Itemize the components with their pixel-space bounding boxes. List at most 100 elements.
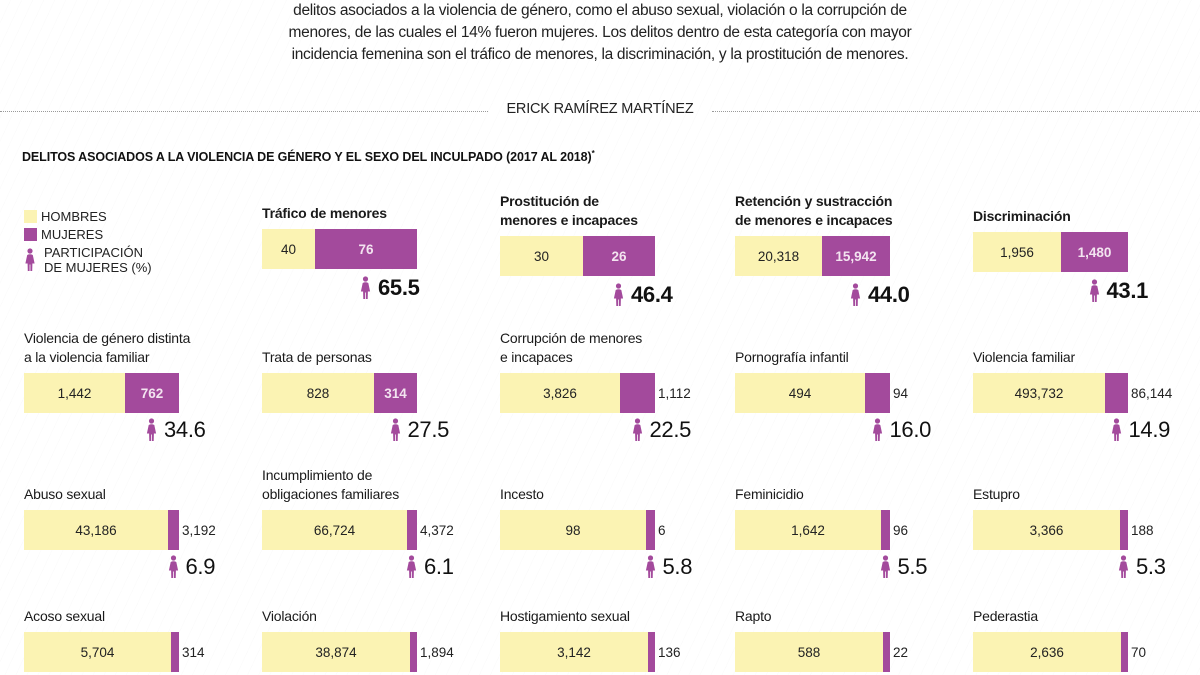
value-label-hombres: 1,442 (57, 385, 92, 401)
outside-label-wrap: 3,192 (179, 510, 216, 550)
participation-readout: 34.6 (145, 417, 206, 443)
bar-segment-mujeres: 762 (125, 373, 179, 413)
value-label-mujeres: 314 (182, 644, 205, 660)
bar-segment-hombres: 5,704 (24, 632, 171, 672)
outside-label-wrap: 1,112 (655, 373, 691, 413)
value-label-hombres: 1,642 (791, 522, 825, 538)
bar-segment-mujeres: 314 (374, 373, 417, 413)
crime-title: Pornografía infantil (735, 348, 849, 367)
bar-segment-mujeres (1121, 632, 1128, 672)
crime-title-line: Violencia de género distinta (24, 330, 191, 346)
legend-item-mujeres: MUJERES (24, 225, 152, 243)
bar-segment-mujeres (881, 510, 890, 550)
stacked-bar: 588 (735, 632, 890, 672)
legend-item-hombres: HOMBRES (24, 207, 152, 225)
woman-icon (1117, 555, 1136, 579)
value-label-mujeres: 70 (1131, 644, 1147, 660)
stacked-bar: 3,142 (500, 632, 655, 672)
stacked-bar: 3,826 (500, 373, 655, 413)
participation-value: 44.0 (868, 282, 910, 307)
participation-readout: 6.9 (167, 554, 216, 580)
legend-label-participacion-1: PARTICIPACIÓN (44, 245, 143, 260)
value-label-mujeres: 762 (140, 385, 164, 401)
outside-label-wrap: 1,894 (417, 632, 454, 672)
woman-icon (389, 418, 408, 442)
chart-title: DELITOS ASOCIADOS A LA VIOLENCIA DE GÉNE… (22, 149, 595, 164)
crime-title-line: Incumplimiento de (262, 467, 373, 483)
stacked-bar: 1,642 (735, 510, 890, 550)
participation-value: 65.5 (378, 275, 420, 300)
participation-readout: 5.3 (1117, 554, 1166, 580)
bar-segment-mujeres: 1,480 (1061, 232, 1128, 272)
crime-title: Tráfico de menores (262, 204, 387, 223)
value-label-mujeres: 86,144 (1131, 385, 1173, 401)
stacked-bar: 5,704 (24, 632, 179, 672)
value-label-hombres: 588 (797, 644, 821, 660)
crime-title: Violación (262, 607, 317, 626)
bar-segment-hombres: 588 (735, 632, 883, 672)
value-label-hombres: 40 (280, 241, 297, 257)
value-label-mujeres: 94 (893, 385, 909, 401)
intro-paragraph: delitos asociados a la violencia de géne… (200, 0, 1000, 66)
bar-segment-hombres: 828 (262, 373, 374, 413)
legend-label-participacion-2: DE MUJERES (%) (44, 260, 152, 275)
bar-segment-mujeres (620, 373, 655, 413)
participation-value: 5.8 (662, 554, 693, 579)
participation-readout: 5.8 (644, 554, 693, 580)
bar-segment-hombres: 43,186 (24, 510, 168, 550)
bar-segment-hombres: 493,732 (973, 373, 1105, 413)
crime-title-line: a la violencia familiar (24, 349, 150, 365)
crime-title-line: Hostigamiento sexual (500, 608, 630, 624)
woman-icon (405, 555, 424, 579)
bar-segment-mujeres (410, 632, 417, 672)
woman-icon (1110, 418, 1129, 442)
crime-title-line: Prostitución de (500, 193, 599, 209)
participation-readout: 22.5 (631, 417, 691, 443)
stacked-bar: 98 (500, 510, 655, 550)
stacked-bar: 43,186 (24, 510, 179, 550)
crime-title-line: Estupro (973, 486, 1020, 502)
stacked-bar: 40 76 (262, 229, 417, 269)
crime-title: Discriminación (973, 207, 1071, 226)
woman-icon (849, 283, 868, 307)
crime-title: Retención y sustracción de menores e inca… (735, 192, 893, 230)
participation-value: 6.9 (185, 554, 216, 579)
outside-label-wrap: 94 (890, 373, 908, 413)
value-label-hombres: 20,318 (757, 248, 800, 264)
woman-icon (167, 555, 186, 579)
outside-label-wrap: 314 (179, 632, 205, 672)
value-label-mujeres: 76 (358, 241, 374, 257)
bar-segment-hombres: 3,826 (500, 373, 620, 413)
outside-label-wrap: 22 (890, 632, 908, 672)
value-label-hombres: 3,142 (557, 644, 591, 660)
value-label-mujeres: 15,942 (835, 248, 877, 264)
outside-label-wrap: 188 (1128, 510, 1154, 550)
participation-readout: 27.5 (389, 417, 449, 443)
value-label-hombres: 43,186 (75, 522, 117, 538)
bar-segment-hombres: 38,874 (262, 632, 410, 672)
participation-readout: 65.5 (359, 275, 420, 301)
legend-label-hombres: HOMBRES (41, 208, 107, 224)
crime-title-line: obligaciones familiares (262, 486, 400, 502)
value-label-mujeres: 3,192 (182, 522, 216, 538)
bar-segment-mujeres (883, 632, 890, 672)
crime-title-line: Pederastia (973, 608, 1038, 624)
outside-label-wrap: 70 (1128, 632, 1146, 672)
bar-segment-mujeres: 26 (583, 236, 655, 276)
crime-title: Trata de personas (262, 348, 372, 367)
woman-icon (871, 418, 890, 442)
stacked-bar: 828 314 (262, 373, 417, 413)
participation-readout: 46.4 (612, 282, 673, 308)
bar-segment-mujeres (171, 632, 179, 672)
value-label-hombres: 2,636 (1030, 644, 1064, 660)
crime-title: Violencia familiar (973, 348, 1075, 367)
stacked-bar: 66,724 (262, 510, 417, 550)
participation-readout: 43.1 (1088, 278, 1148, 304)
legend-swatch-mujeres (24, 227, 37, 241)
crime-title-line: Discriminación (973, 208, 1071, 224)
value-label-mujeres: 188 (1131, 522, 1154, 538)
value-label-mujeres: 6 (658, 522, 666, 538)
crime-title-line: Acoso sexual (24, 608, 105, 624)
bar-segment-hombres: 3,142 (500, 632, 648, 672)
crime-title-line: menores e incapaces (500, 212, 638, 228)
